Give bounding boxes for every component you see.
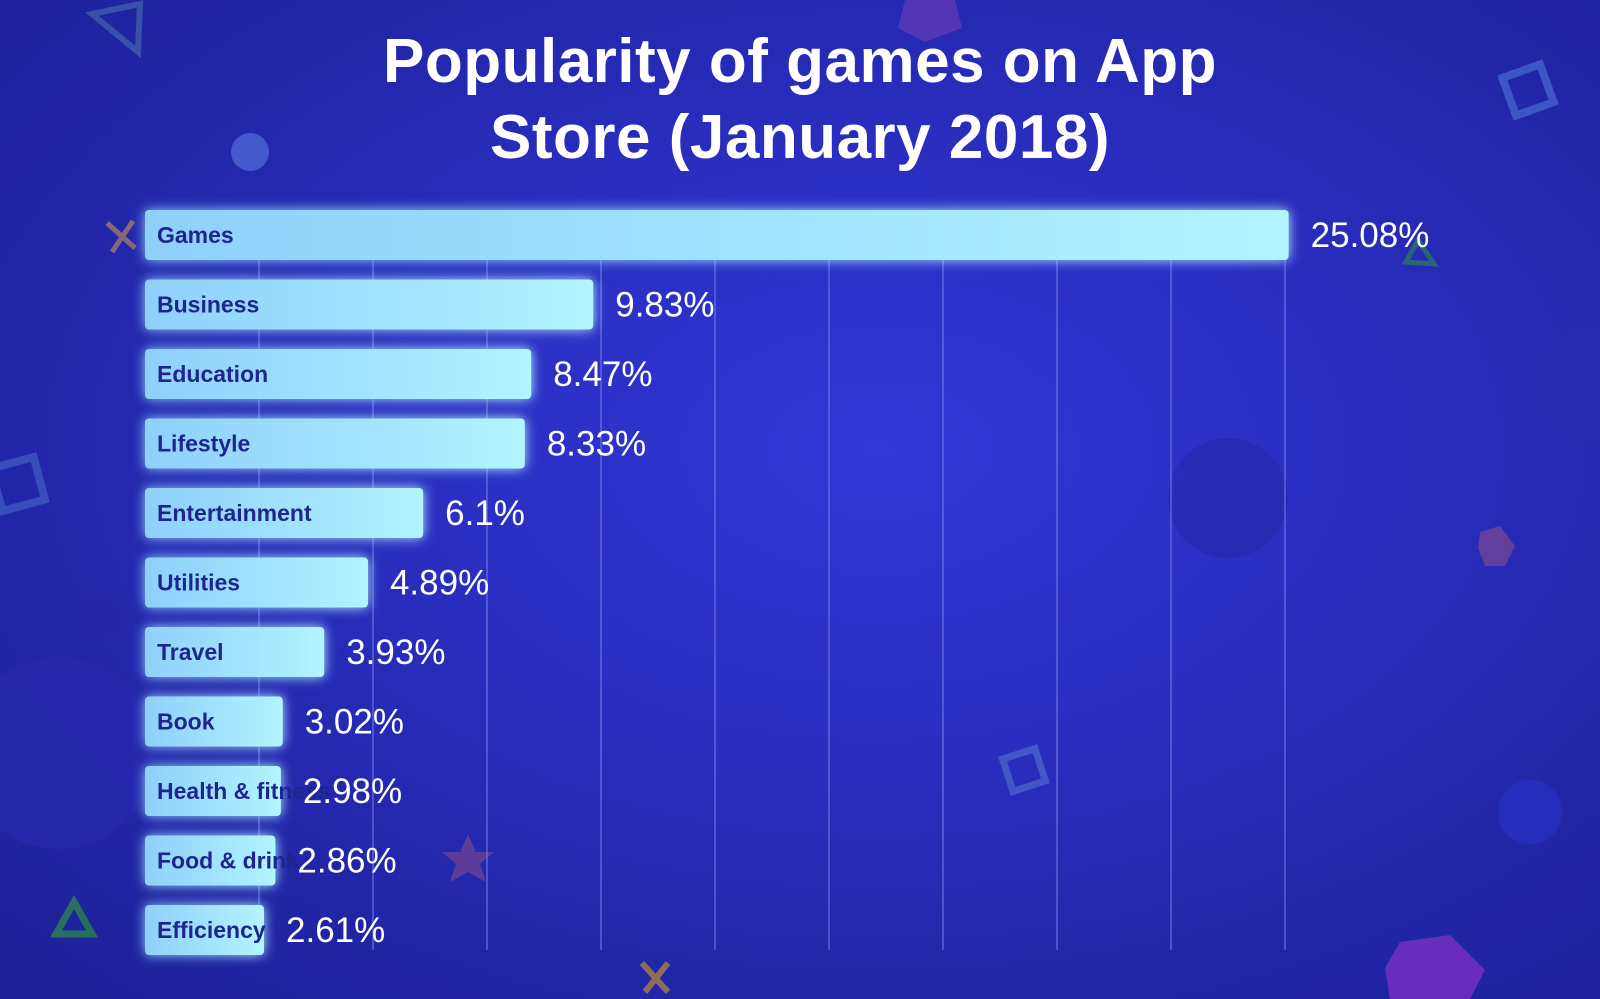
bar (145, 766, 281, 816)
labels-group: Games 25.08% Business 9.83% Education 8.47% Li… (157, 216, 1429, 950)
circle-decoration (1538, 321, 1600, 445)
cross-decoration (105, 219, 137, 254)
category-label: Utilities (157, 570, 240, 596)
value-label: 8.47% (553, 355, 652, 394)
value-label: 8.33% (547, 425, 646, 464)
circle-decoration (1168, 438, 1288, 558)
star-decoration (442, 834, 494, 882)
value-label: 4.89% (390, 564, 489, 603)
bar (145, 279, 594, 330)
value-label: 9.83% (615, 286, 714, 325)
square-decoration (998, 744, 1050, 796)
category-label: Lifestyle (157, 431, 250, 457)
square-decoration (1497, 59, 1559, 121)
bar (145, 627, 325, 677)
chart-title: Popularity of games on App Store (Januar… (383, 27, 1217, 172)
triangle-decoration (50, 894, 98, 938)
bar (145, 488, 424, 538)
circle-decoration (81, 595, 125, 639)
category-label: Entertainment (157, 500, 312, 526)
value-label: 3.02% (305, 703, 404, 742)
category-label: Games (157, 222, 234, 248)
bars-group (145, 210, 1289, 955)
bar (145, 557, 368, 608)
category-label: Education (157, 361, 268, 387)
bar (145, 905, 265, 955)
category-label: Health & fitness (157, 778, 331, 804)
pentagon-decoration (898, 0, 962, 42)
cross-decoration (639, 960, 671, 995)
circle-decoration (231, 133, 269, 171)
value-label: 25.08% (1311, 216, 1430, 255)
bar (145, 418, 525, 469)
value-label: 3.93% (346, 633, 445, 672)
pentagon-decoration (1385, 935, 1485, 999)
value-label: 2.98% (303, 772, 402, 811)
pentagon-decoration (1478, 526, 1515, 566)
value-label: 6.1% (445, 494, 525, 533)
triangle-decoration (85, 0, 144, 59)
category-label: Business (157, 292, 259, 318)
category-label: Efficiency (157, 917, 266, 943)
circle-decoration (0, 657, 154, 849)
bar (145, 349, 532, 399)
value-label: 2.61% (286, 911, 385, 950)
triangle-decoration (1401, 235, 1439, 267)
category-label: Travel (157, 639, 224, 665)
value-label: 2.86% (297, 842, 396, 881)
category-label: Food & drink (157, 848, 299, 874)
square-decoration (0, 452, 50, 516)
bar (145, 696, 283, 747)
bar (145, 835, 276, 886)
circle-decoration (1498, 780, 1562, 844)
bar (145, 210, 1289, 260)
category-label: Book (157, 709, 215, 735)
